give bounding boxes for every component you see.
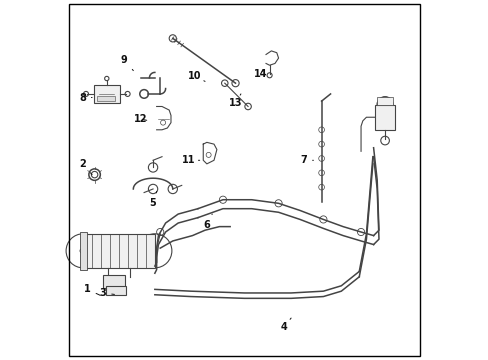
Bar — [80, 232, 86, 270]
Bar — [376, 97, 392, 105]
Text: 14: 14 — [253, 69, 267, 79]
Bar — [375, 105, 394, 130]
Text: 4: 4 — [280, 318, 290, 332]
Text: 5: 5 — [149, 192, 156, 208]
Text: 7: 7 — [300, 155, 313, 165]
Text: 11: 11 — [182, 155, 199, 165]
Text: 1: 1 — [84, 284, 100, 295]
Bar — [106, 286, 125, 295]
Text: 3: 3 — [99, 288, 114, 298]
Text: 9: 9 — [121, 55, 133, 71]
Text: 10: 10 — [187, 71, 204, 81]
Text: 6: 6 — [203, 214, 212, 230]
Text: 13: 13 — [228, 94, 242, 108]
Bar — [103, 275, 124, 288]
Bar — [83, 234, 155, 268]
Text: 8: 8 — [79, 93, 92, 103]
Text: 2: 2 — [79, 159, 92, 175]
Bar — [94, 85, 120, 103]
Text: 12: 12 — [134, 114, 147, 124]
Bar — [97, 96, 115, 101]
